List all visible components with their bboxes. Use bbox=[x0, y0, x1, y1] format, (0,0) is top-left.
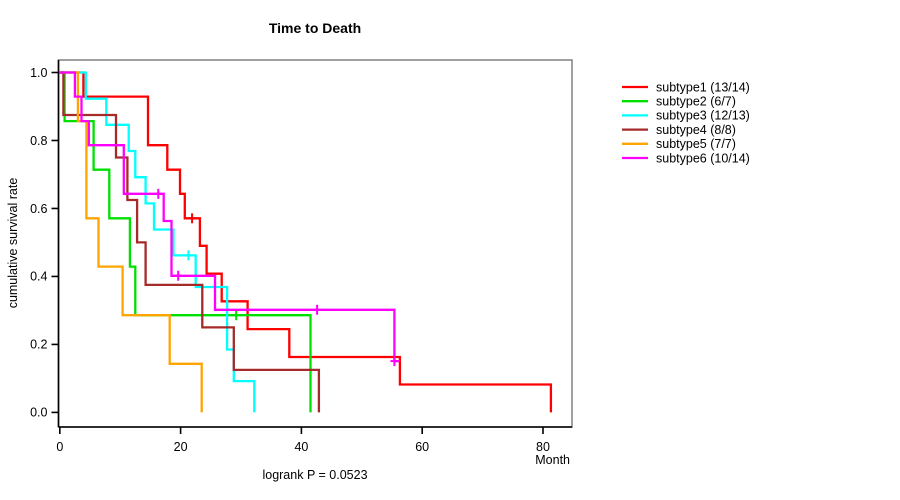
legend-label-subtype6: subtype6 (10/14) bbox=[656, 151, 750, 165]
survival-curve-subtype4 bbox=[59, 71, 321, 413]
legend: subtype1 (13/14)subtype2 (6/7)subtype3 (… bbox=[622, 80, 750, 165]
legend-label-subtype4: subtype4 (8/8) bbox=[656, 123, 736, 137]
x-axis-title: Month bbox=[535, 453, 570, 467]
survival-curve-subtype5 bbox=[59, 71, 203, 413]
logrank-annotation: logrank P = 0.0523 bbox=[262, 468, 368, 482]
legend-label-subtype1: subtype1 (13/14) bbox=[656, 80, 750, 94]
legend-label-subtype2: subtype2 (6/7) bbox=[656, 95, 736, 109]
x-tick-label: 0 bbox=[56, 440, 63, 454]
y-tick-label: 0.6 bbox=[30, 202, 47, 216]
survival-curve-subtype6 bbox=[59, 71, 400, 363]
chart-title: Time to Death bbox=[268, 20, 362, 36]
axes bbox=[57, 60, 572, 428]
legend-label-subtype5: subtype5 (7/7) bbox=[656, 137, 736, 151]
y-axis-title: cumulative survival rate bbox=[6, 177, 20, 309]
y-tick-label: 0.0 bbox=[30, 406, 47, 420]
y-tick-label: 0.4 bbox=[30, 270, 47, 284]
x-tick-label: 20 bbox=[174, 440, 188, 454]
series-subtype6 bbox=[59, 71, 400, 367]
series-subtype5 bbox=[59, 71, 203, 413]
x-tick-label: 40 bbox=[294, 440, 308, 454]
y-tick-label: 1.0 bbox=[30, 66, 47, 80]
x-tick-label: 80 bbox=[536, 440, 550, 454]
x-axis-ticks: 0 20 40 60 80 bbox=[56, 427, 550, 454]
x-tick-label: 60 bbox=[415, 440, 429, 454]
survival-curve-subtype1 bbox=[59, 71, 553, 413]
series-subtype1 bbox=[59, 71, 553, 413]
series-subtype4 bbox=[59, 71, 321, 413]
plot-border bbox=[57, 59, 573, 428]
y-axis-ticks: 0.0 0.2 0.4 0.6 0.8 1.0 bbox=[30, 66, 59, 420]
y-tick-label: 0.8 bbox=[30, 134, 47, 148]
y-tick-label: 0.2 bbox=[30, 338, 47, 352]
legend-label-subtype3: subtype3 (12/13) bbox=[656, 109, 750, 123]
